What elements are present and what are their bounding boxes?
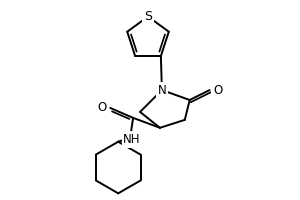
Text: S: S [144,10,152,23]
Text: NH: NH [123,133,141,146]
Text: O: O [213,84,222,97]
Text: O: O [98,101,107,114]
Text: N: N [158,84,166,97]
